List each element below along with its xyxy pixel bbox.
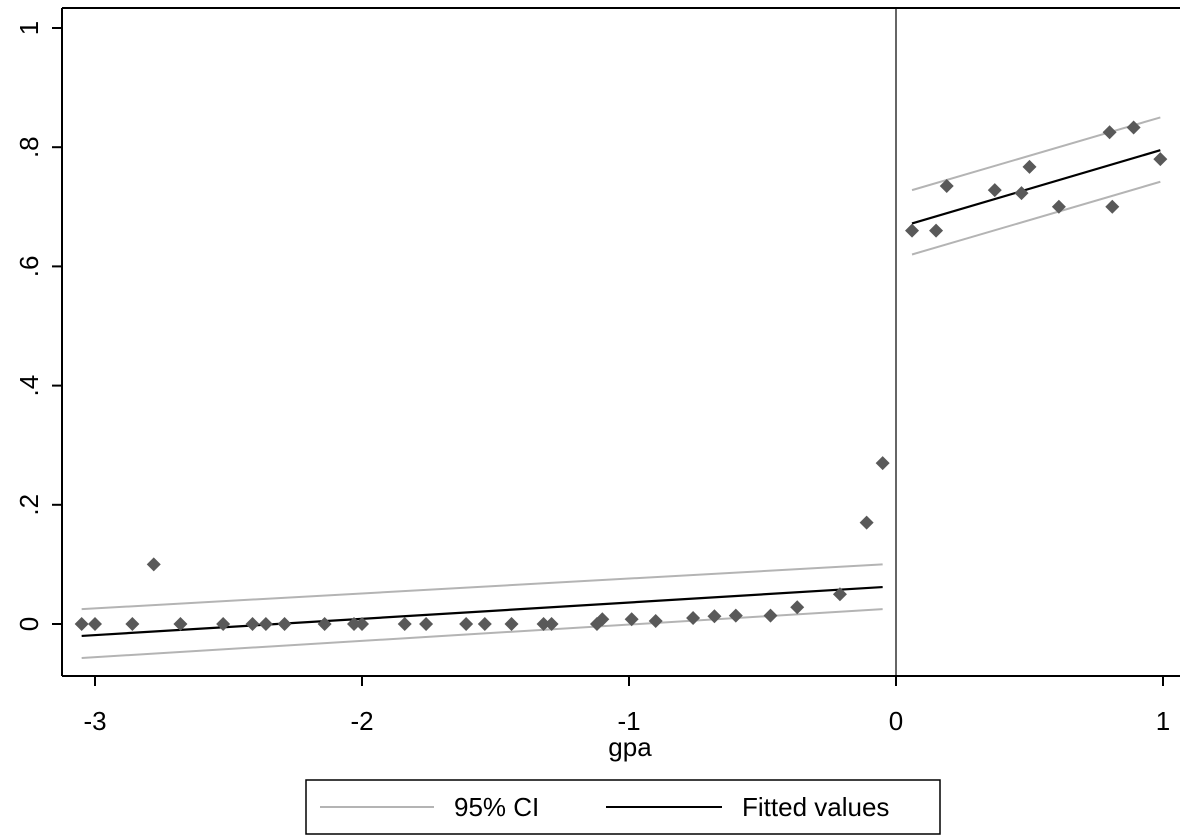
scatter-point <box>477 617 492 631</box>
y-tick-label: .2 <box>14 494 44 516</box>
plot-frame <box>61 7 1180 677</box>
scatter-point <box>1126 120 1141 135</box>
scatter-point <box>1051 199 1066 214</box>
legend-ci-label: 95% CI <box>454 792 539 822</box>
scatter-point <box>397 617 412 631</box>
scatter-point <box>763 608 778 623</box>
ci-upper-line-0 <box>81 563 883 611</box>
scatter-point <box>258 617 273 631</box>
scatter-point <box>245 617 260 631</box>
scatter-point <box>216 617 231 631</box>
legend: 95% CI Fitted values <box>305 779 941 835</box>
fitted-lines <box>81 149 1161 638</box>
scatter-point <box>277 617 292 631</box>
y-tick-label: .4 <box>14 375 44 397</box>
y-tick-label: .6 <box>14 256 44 278</box>
scatter-point <box>1153 152 1168 167</box>
x-axis-ticks: -3 -2 -1 0 1 <box>83 676 1170 736</box>
x-tick-label: 0 <box>889 706 903 736</box>
scatter-point <box>173 617 188 631</box>
scatter-point <box>939 178 954 193</box>
x-tick-label: -2 <box>350 706 373 736</box>
scatter-point <box>987 183 1002 198</box>
scatter-point <box>317 617 332 631</box>
y-axis-ticks: 0 .2 .4 .6 .8 1 <box>14 21 62 631</box>
scatter-point <box>1102 125 1117 140</box>
scatter-point <box>504 617 519 631</box>
scatter-point <box>355 617 369 631</box>
scatter-point <box>832 587 847 602</box>
ci-lower-line-0 <box>81 608 883 659</box>
fitted-line-1 <box>911 149 1161 225</box>
scatter-point <box>859 515 874 530</box>
x-tick-label: 1 <box>1156 706 1170 736</box>
y-tick-label: 1 <box>14 21 44 35</box>
y-tick-label: 0 <box>14 617 44 631</box>
scatter-point <box>624 612 639 627</box>
scatter-point <box>88 617 102 631</box>
scatter-point <box>728 608 743 623</box>
legend-fit-label: Fitted values <box>742 792 889 822</box>
scatter-point <box>544 617 559 631</box>
ci-upper-line-1 <box>911 116 1161 192</box>
scatter-point <box>536 617 551 631</box>
scatter-point <box>929 223 944 238</box>
scatter-point <box>1014 186 1029 201</box>
ci-bands <box>81 116 1161 659</box>
scatter-point <box>346 617 361 631</box>
scatter-point <box>875 456 890 471</box>
scatter-point <box>125 617 140 631</box>
fitted-line-0 <box>81 585 883 638</box>
scatter-point <box>419 617 434 631</box>
x-tick-label: -3 <box>83 706 106 736</box>
scatter-point <box>459 617 474 631</box>
y-tick-label: .8 <box>14 136 44 158</box>
scatter-point <box>648 614 663 629</box>
scatter-point <box>1105 199 1120 214</box>
scatter-point <box>707 609 722 624</box>
x-tick-label: -1 <box>617 706 640 736</box>
scatter-point <box>905 223 920 238</box>
scatter-point <box>595 612 610 627</box>
scatter-point <box>146 557 161 572</box>
scatter-point <box>1022 159 1037 174</box>
scatter-point <box>74 617 89 631</box>
scatter-point <box>790 600 805 615</box>
scatter-point <box>686 611 701 626</box>
scatter-points <box>74 120 1168 631</box>
ci-lower-line-1 <box>911 180 1161 256</box>
x-axis-title: gpa <box>608 732 652 762</box>
